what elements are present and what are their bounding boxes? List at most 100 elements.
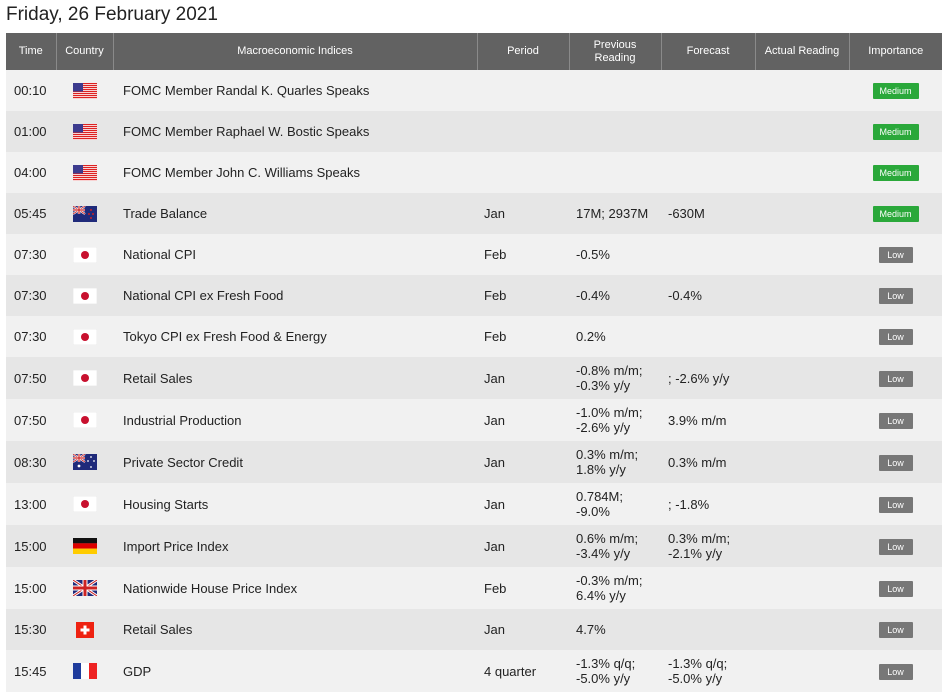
importance-cell: Medium [849, 111, 942, 152]
page-title: Friday, 26 February 2021 [6, 4, 218, 25]
importance-cell: Low [849, 399, 942, 441]
jp-flag-icon [72, 412, 97, 429]
us-flag-icon [72, 82, 97, 99]
table-row[interactable]: 07:30 Tokyo CPI ex Fresh Food & Energy Feb… [6, 316, 942, 357]
previous-cell: -1.3% q/q; -5.0% y/y [569, 650, 661, 692]
table-row[interactable]: 15:00 Nationwide House Price Index Feb -0.3… [6, 567, 942, 609]
country-cell [56, 152, 113, 193]
table-row[interactable]: 15:00 Import Price Index Jan 0.6% m/m; -3.4%… [6, 525, 942, 567]
actual-cell [755, 650, 849, 692]
previous-cell: -0.3% m/m; 6.4% y/y [569, 567, 661, 609]
period-cell: Feb [477, 316, 569, 357]
table-row[interactable]: 07:30 National CPI ex Fresh Food Feb -0.4% -… [6, 275, 942, 316]
table-row[interactable]: 07:50 Retail Sales Jan -0.8% m/m; -0.3% y/y;… [6, 357, 942, 399]
actual-cell [755, 193, 849, 234]
time-cell: 07:50 [6, 399, 56, 441]
col-header-indices[interactable]: Macroeconomic Indices [113, 33, 478, 70]
ch-flag-icon [73, 621, 97, 638]
importance-badge: Medium [872, 165, 919, 181]
table-row[interactable]: 01:00 FOMC Member Raphael W. Bostic Speak… [6, 111, 942, 152]
country-cell [56, 525, 113, 567]
period-cell: Jan [477, 193, 569, 234]
col-header-previous[interactable]: Previous Reading [569, 33, 662, 70]
col-header-period[interactable]: Period [477, 33, 570, 70]
previous-cell: 4.7% [569, 609, 661, 650]
table-row[interactable]: 00:10 FOMC Member Randal K. Quarles Speak… [6, 70, 942, 111]
actual-cell [755, 399, 849, 441]
actual-cell [755, 316, 849, 357]
previous-cell: 0.2% [569, 316, 661, 357]
time-cell: 00:10 [6, 70, 56, 111]
time-cell: 13:00 [6, 483, 56, 525]
indicator-cell: National CPI ex Fresh Food [113, 275, 477, 316]
table-row[interactable]: 04:00 FOMC Member John C. Williams Speaks… [6, 152, 942, 193]
period-cell: Feb [477, 567, 569, 609]
actual-cell [755, 525, 849, 567]
actual-cell [755, 70, 849, 111]
forecast-cell: ; -1.8% [661, 483, 755, 525]
country-cell [56, 193, 113, 234]
jp-flag-icon [72, 370, 97, 387]
forecast-cell [661, 152, 755, 193]
time-cell: 05:45 [6, 193, 56, 234]
col-header-forecast[interactable]: Forecast [661, 33, 756, 70]
us-flag-icon [72, 123, 97, 140]
country-cell [56, 483, 113, 525]
country-cell [56, 609, 113, 650]
country-cell [56, 234, 113, 275]
table-row[interactable]: 05:45 Trade Balance Jan 17M; 2937M -630M Medi… [6, 193, 942, 234]
table-row[interactable]: 15:45 GDP 4 quarter -1.3% q/q; -5.0% y/y -1.3… [6, 650, 942, 692]
period-cell: Jan [477, 483, 569, 525]
table-row[interactable]: 07:50 Industrial Production Jan -1.0% m/m; -… [6, 399, 942, 441]
table-row[interactable]: 08:30 Private Sector Credit Jan 0.3% m/m; 1.… [6, 441, 942, 483]
time-cell: 01:00 [6, 111, 56, 152]
period-cell: 4 quarter [477, 650, 569, 692]
importance-cell: Low [849, 357, 942, 399]
country-cell [56, 441, 113, 483]
importance-badge: Low [878, 247, 913, 263]
indicator-cell: Nationwide House Price Index [113, 567, 477, 609]
importance-cell: Medium [849, 193, 942, 234]
importance-badge: Low [878, 288, 913, 304]
importance-cell: Low [849, 525, 942, 567]
actual-cell [755, 483, 849, 525]
period-cell [477, 70, 569, 111]
table-header-row: Time Country Macroeconomic Indices Perio… [6, 33, 942, 70]
actual-cell [755, 111, 849, 152]
table-row[interactable]: 07:30 National CPI Feb -0.5% Low [6, 234, 942, 275]
previous-cell: 0.784M; -9.0% [569, 483, 661, 525]
importance-cell: Low [849, 567, 942, 609]
forecast-cell: -630M [661, 193, 755, 234]
importance-badge: Low [878, 538, 913, 555]
indicator-cell: Housing Starts [113, 483, 477, 525]
col-header-country[interactable]: Country [56, 33, 114, 70]
indicator-cell: Trade Balance [113, 193, 477, 234]
forecast-cell: -1.3% q/q; -5.0% y/y [661, 650, 755, 692]
actual-cell [755, 357, 849, 399]
jp-flag-icon [72, 246, 97, 263]
country-cell [56, 399, 113, 441]
country-cell [56, 275, 113, 316]
period-cell [477, 152, 569, 193]
country-cell [56, 357, 113, 399]
indicator-cell: National CPI [113, 234, 477, 275]
indicator-cell: FOMC Member John C. Williams Speaks [113, 152, 477, 193]
col-header-time[interactable]: Time [6, 33, 57, 70]
previous-cell [569, 111, 661, 152]
country-cell [56, 70, 113, 111]
actual-cell [755, 567, 849, 609]
time-cell: 15:00 [6, 525, 56, 567]
importance-cell: Low [849, 316, 942, 357]
actual-cell [755, 234, 849, 275]
table-row[interactable]: 13:00 Housing Starts Jan 0.784M; -9.0%; -1.8… [6, 483, 942, 525]
indicator-cell: Retail Sales [113, 357, 477, 399]
col-header-actual[interactable]: Actual Reading [755, 33, 850, 70]
forecast-cell: 0.3% m/m [661, 441, 755, 483]
table-row[interactable]: 15:30 Retail Sales Jan 4.7% Low [6, 609, 942, 650]
col-header-importance[interactable]: Importance [849, 33, 942, 70]
economic-calendar-table: Time Country Macroeconomic Indices Perio… [6, 33, 942, 692]
importance-badge: Low [878, 370, 913, 387]
period-cell: Jan [477, 609, 569, 650]
gb-flag-icon [72, 580, 97, 597]
time-cell: 08:30 [6, 441, 56, 483]
